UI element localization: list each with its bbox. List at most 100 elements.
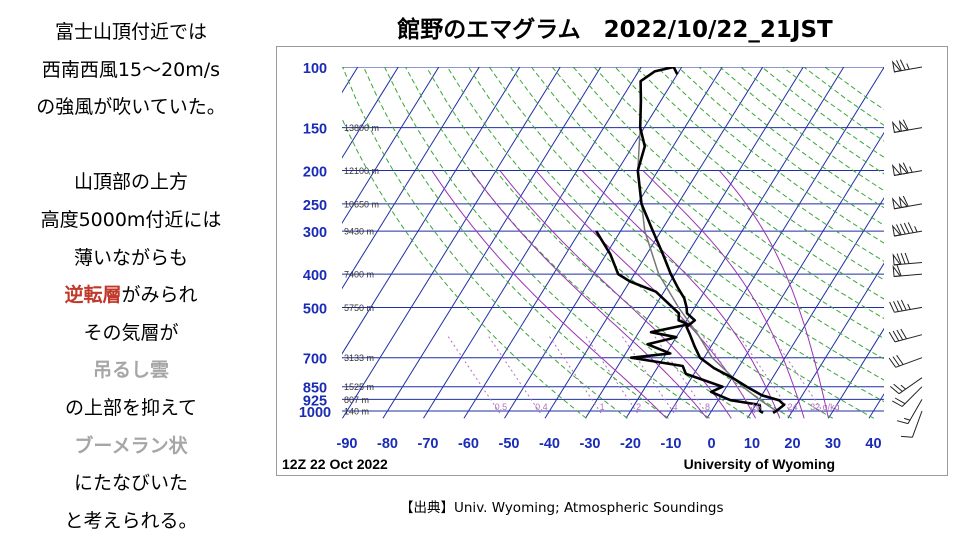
text-line: の上部を抑えて xyxy=(64,396,198,419)
dry-adiabat xyxy=(782,67,884,142)
mixing-ratio-label: 1 xyxy=(600,402,605,412)
isotherm-line xyxy=(423,67,642,419)
height-label: 140 m xyxy=(344,407,369,417)
isotherm-line xyxy=(585,67,804,419)
mixing-ratio-label: 0.5 xyxy=(495,402,508,412)
temperature-tick-label: -80 xyxy=(377,436,398,452)
axis-labels: 100150200250300400500700850925100013800 … xyxy=(299,61,882,452)
wind-barbs xyxy=(888,59,923,438)
wind-barb xyxy=(891,162,923,176)
wind-barb-staff xyxy=(894,162,923,176)
pressure-label: 250 xyxy=(303,198,327,214)
wind-barb-staff xyxy=(894,252,923,266)
footer-source: University of Wyoming xyxy=(684,456,835,472)
pressure-label: 150 xyxy=(303,122,327,138)
wind-barb-pennant xyxy=(891,224,902,237)
isotherm-line xyxy=(504,67,723,419)
wind-barb-staff xyxy=(894,59,923,73)
explanation-text: 富士山頂付近では 西南西風15〜20m/s の強風が吹いていた。 山頂部の上方 … xyxy=(0,14,262,540)
dry-adiabat xyxy=(509,67,884,381)
dry-adiabat xyxy=(593,67,884,300)
temperature-tick-label: -70 xyxy=(418,436,439,452)
wind-barb-staff xyxy=(894,265,923,277)
text-line: 薄いながらも xyxy=(73,246,188,269)
pressure-label: 100 xyxy=(303,61,327,77)
moist-adiabat xyxy=(718,170,829,419)
isotherm-line xyxy=(342,67,399,159)
mixing-ratio-label: 24 xyxy=(787,402,797,412)
wind-barb-staff xyxy=(894,195,923,210)
temperature-tick-label: -20 xyxy=(620,436,641,452)
temperature-tick-label: 0 xyxy=(707,436,715,452)
temperature-tick-label: -50 xyxy=(499,436,520,452)
mixing-ratio-label: 4 xyxy=(673,402,678,412)
text-line: と考えられる。 xyxy=(64,509,198,532)
mixing-ratio-line xyxy=(547,334,602,414)
wind-barb xyxy=(901,410,923,438)
chart-title: 館野のエマグラム 2022/10/22_21JST xyxy=(397,17,833,43)
wind-barb xyxy=(889,377,923,395)
temperature-tick-label: -90 xyxy=(337,436,358,452)
source-credit: 【出典】Univ. Wyoming; Atmospheric Soundings xyxy=(400,500,724,516)
mixing-ratio-line xyxy=(701,334,756,414)
height-label: 1525 m xyxy=(344,382,374,392)
wind-barb xyxy=(891,119,923,133)
wind-barb-pennant xyxy=(892,264,902,278)
temperature-profile-line xyxy=(636,67,786,415)
wind-barb-pennant xyxy=(891,119,909,133)
moist-adiabat xyxy=(431,170,667,419)
text-spacer xyxy=(0,127,262,165)
wind-barb xyxy=(891,222,923,237)
text-line: 西南西風15〜20m/s xyxy=(41,58,221,81)
wind-barb-staff xyxy=(894,119,923,133)
height-label: 3133 m xyxy=(344,353,374,363)
dry-adiabat xyxy=(656,67,884,244)
dry-adiabat xyxy=(467,67,875,419)
wind-barb-staff xyxy=(888,328,923,343)
dry-adiabat xyxy=(677,67,884,226)
pressure-label: 500 xyxy=(303,301,327,317)
sounding-profiles xyxy=(595,67,786,415)
wind-barb-staff xyxy=(888,354,923,368)
wind-barb xyxy=(891,59,923,73)
dry-adiabat xyxy=(719,67,884,192)
pressure-label: 850 xyxy=(303,381,327,397)
dry-adiabat xyxy=(551,67,884,340)
text-line: その気層が xyxy=(83,321,179,344)
temperature-tick-label: -30 xyxy=(580,436,601,452)
temperature-tick-label: 10 xyxy=(744,436,760,452)
isotherm-line xyxy=(382,67,602,419)
wind-barb-staff xyxy=(889,377,923,395)
wind-barb-staff xyxy=(896,399,923,425)
dry-adiabat xyxy=(446,67,834,419)
temperature-tick-label: 40 xyxy=(865,436,881,452)
isotherm-line xyxy=(342,67,480,290)
height-label: 13800 m xyxy=(344,123,379,133)
wind-barb xyxy=(892,386,923,407)
inversion-layer-emphasis: 逆転層 xyxy=(64,284,122,307)
height-label: 9430 m xyxy=(344,227,374,237)
wind-barb xyxy=(888,328,923,343)
dry-adiabat xyxy=(342,67,628,419)
mixing-ratio-line xyxy=(770,334,825,414)
text-line: 高度5000m付近には xyxy=(40,208,222,231)
dry-adiabat xyxy=(426,67,792,419)
wind-barb xyxy=(892,264,923,278)
temperature-tick-label: -40 xyxy=(539,436,560,452)
text-line: の強風が吹いていた。 xyxy=(36,96,226,119)
height-label: 5750 m xyxy=(344,303,374,313)
dry-adiabat xyxy=(572,67,884,320)
isotherm-line xyxy=(787,262,884,419)
mixing-ratio-label: 8 xyxy=(705,402,710,412)
wind-barb-staff xyxy=(894,222,923,237)
wind-barb-staff xyxy=(889,299,923,313)
wind-barb xyxy=(896,399,923,425)
pressure-label: 200 xyxy=(303,165,327,181)
text-line: 吊るし雲 xyxy=(92,359,169,382)
wind-barb xyxy=(891,195,923,210)
height-label: 807 m xyxy=(344,395,369,405)
isotherm-line xyxy=(828,327,884,419)
height-label: 10650 m xyxy=(344,199,379,209)
height-label: 12100 m xyxy=(344,166,379,176)
pressure-label: 925 xyxy=(303,393,327,409)
